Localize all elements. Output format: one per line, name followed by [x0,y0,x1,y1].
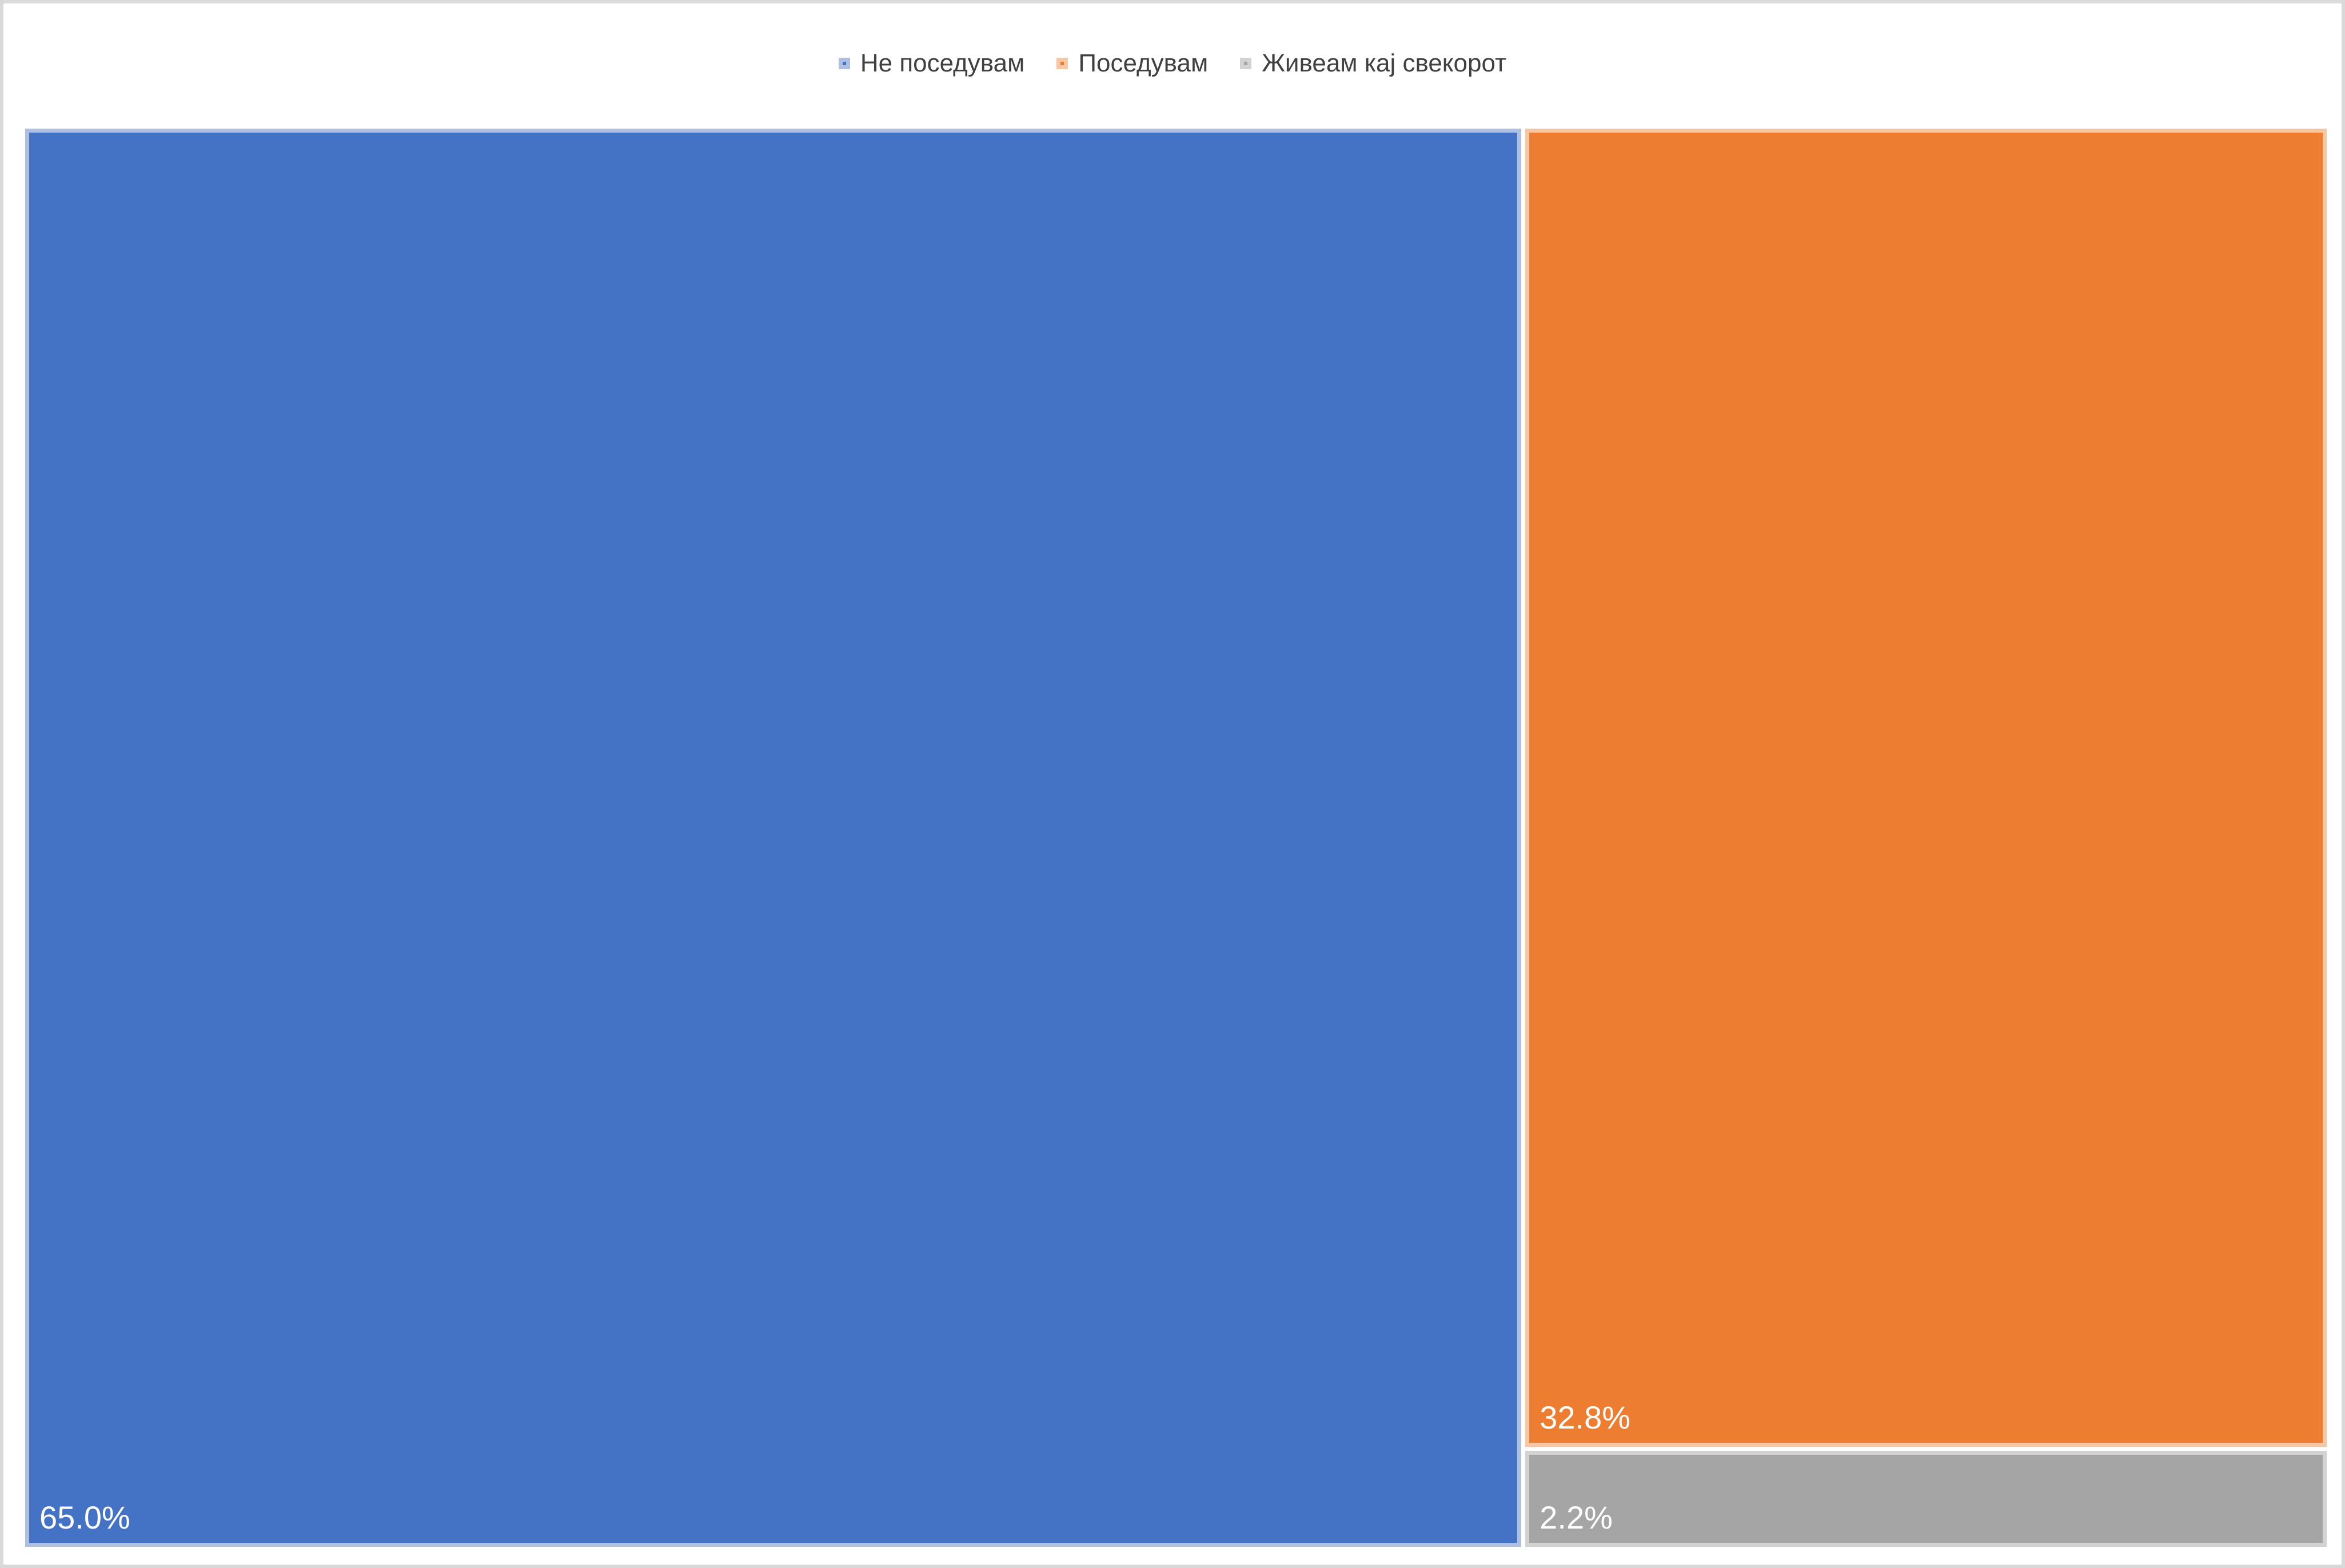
treemap-tile-ne-poseduvam[interactable]: 65.0% [25,129,1522,1547]
legend-label-ziveam-kaj-svekorot: Живеам кај свекорот [1262,49,1507,77]
legend-item-ne-poseduvam[interactable]: Не поседувам [838,49,1025,78]
tile-value-label-poseduvam: 32.8% [1540,1399,1631,1435]
tile-value-label-ne-poseduvam: 65.0% [39,1499,130,1535]
treemap-plot: 65.0% 32.8% 2.2% [25,129,2327,1547]
legend-item-ziveam-kaj-svekorot[interactable]: Живеам кај свекорот [1240,49,1506,78]
legend-swatch-orange-icon [1056,58,1068,69]
legend-swatch-blue-icon [838,58,850,69]
treemap-tile-ziveam-kaj-svekorot[interactable]: 2.2% [1525,1451,2327,1547]
treemap-right-column: 32.8% 2.2% [1525,129,2327,1547]
legend-item-poseduvam[interactable]: Поседувам [1056,49,1208,78]
treemap-tile-poseduvam[interactable]: 32.8% [1525,129,2327,1447]
tile-value-label-ziveam-kaj-svekorot: 2.2% [1540,1499,1613,1535]
legend-swatch-gray-icon [1240,58,1252,69]
legend-label-poseduvam: Поседувам [1078,49,1209,77]
legend-label-ne-poseduvam: Не поседувам [860,49,1025,77]
legend: Не поседувам Поседувам Живеам кај свекор… [3,49,2342,78]
